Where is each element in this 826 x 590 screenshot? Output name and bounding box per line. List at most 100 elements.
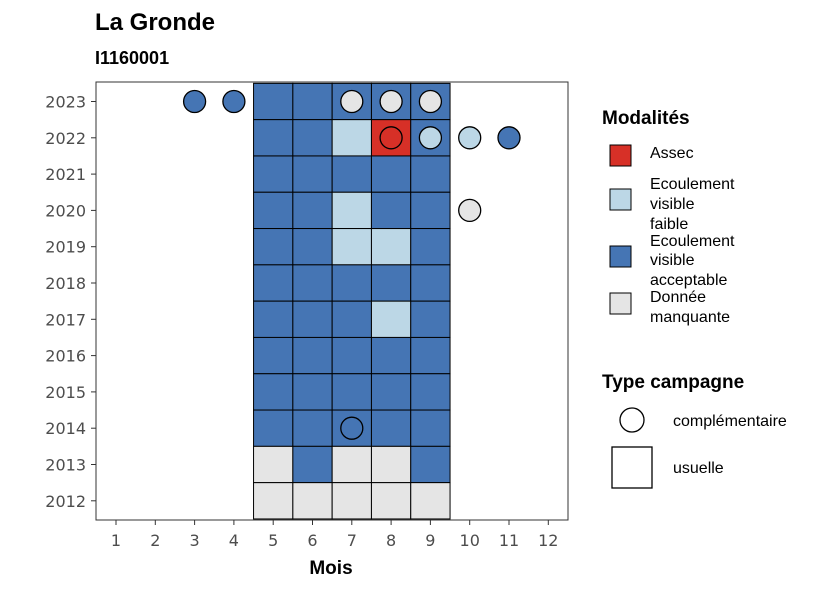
x-tick-label: 1	[111, 531, 121, 550]
tile-2013-5	[253, 445, 294, 484]
y-tick-label: 2018	[45, 274, 86, 293]
tile-2015-6	[292, 373, 333, 411]
x-tick-label: 7	[347, 531, 357, 550]
tile-2020-9	[410, 191, 451, 230]
legend-label-2-1: visible	[650, 252, 695, 269]
x-tick-label: 3	[190, 531, 200, 550]
tile-2014-8	[370, 409, 412, 447]
legend-label-0-0: Assec	[650, 145, 694, 162]
point-2020-10	[458, 198, 482, 223]
legend-label-2-2: acceptable	[650, 272, 727, 289]
tile-2017-6	[292, 300, 333, 338]
legend-label-3-0: Donnée	[650, 289, 706, 306]
tile-2016-6	[292, 336, 333, 375]
tile-2013-6	[292, 445, 333, 484]
chart-title: La Gronde	[95, 9, 215, 36]
point-2014-7	[340, 416, 364, 440]
y-tick-label: 2015	[45, 383, 86, 402]
tile-2019-8	[370, 228, 412, 266]
x-axis-title: Mois	[309, 558, 352, 579]
legend-campagne-label-0: complémentaire	[673, 413, 787, 430]
tile-2018-9	[410, 264, 451, 302]
tile-2015-8	[370, 373, 412, 411]
plot-area: 1 2 3 4 5 6 7 8 9 10 11 122012201320142015201620172…	[45, 81, 569, 550]
tile-2022-7	[331, 119, 372, 157]
tile-2023-5	[253, 82, 294, 121]
tile-2012-6	[292, 482, 333, 520]
x-tick-label: 2	[150, 531, 160, 550]
legend-label-2-0: Ecoulement	[650, 233, 735, 250]
tile-2013-7	[331, 445, 372, 484]
tile-2020-7	[331, 191, 372, 230]
point-2022-10	[458, 126, 482, 150]
legend-label-1-0: Ecoulement	[650, 176, 735, 193]
tile-2021-6	[292, 155, 333, 193]
point-2022-11	[497, 126, 521, 150]
tile-2013-8	[370, 445, 412, 484]
tile-2012-8	[370, 482, 412, 520]
x-tick-label: 5	[268, 531, 278, 550]
x-tick-label: 12	[538, 531, 558, 550]
point-2022-8	[379, 126, 403, 150]
tile-2019-6	[292, 228, 333, 266]
point-2023-8	[379, 89, 403, 114]
tile-2021-9	[410, 155, 451, 193]
tile-2022-5	[253, 119, 294, 157]
tile-2018-8	[370, 264, 412, 302]
legend-key-1	[609, 188, 632, 211]
tile-2013-9	[410, 445, 451, 484]
legend-title-campagne: Type campagne	[602, 372, 744, 393]
tile-2017-5	[253, 300, 294, 338]
tile-2014-9	[410, 409, 451, 447]
tile-2019-7	[331, 228, 372, 266]
tile-2012-9	[410, 482, 451, 520]
tile-2015-5	[253, 373, 294, 411]
x-tick-label: 10	[460, 531, 480, 550]
x-tick-label: 9	[425, 531, 435, 550]
point-2023-4	[222, 89, 246, 114]
y-tick-label: 2013	[45, 456, 86, 475]
y-tick-label: 2019	[45, 238, 86, 257]
tile-2015-9	[410, 373, 451, 411]
point-2023-7	[340, 89, 364, 114]
legend-label-3-1: manquante	[650, 309, 730, 326]
legend-key-0	[609, 144, 632, 167]
y-tick-label: 2021	[45, 165, 86, 184]
y-tick-label: 2014	[45, 419, 86, 438]
tile-2017-9	[410, 300, 451, 338]
y-tick-label: 2016	[45, 347, 86, 366]
tile-2018-6	[292, 264, 333, 302]
tile-2014-6	[292, 409, 333, 447]
legend-label-1-1: visible	[650, 196, 695, 213]
legend-square	[611, 446, 653, 489]
tile-2019-5	[253, 228, 294, 266]
x-tick-label: 8	[386, 531, 396, 550]
tile-2020-8	[370, 191, 412, 230]
point-2022-9	[418, 126, 443, 150]
x-tick-label: 6	[307, 531, 317, 550]
tile-2016-7	[331, 336, 372, 375]
legend-key-2	[609, 245, 632, 268]
legend-key-3	[609, 292, 632, 315]
legend-modalites: AssecEcoulementvisiblefaibleEcoulementvi…	[609, 144, 735, 326]
legend-label-1-2: faible	[650, 216, 688, 233]
tile-2020-6	[292, 191, 333, 230]
legend-title-modalites: Modalités	[602, 108, 690, 129]
legend: Modalités AssecEcoulementvisiblefaibleEc…	[602, 108, 787, 489]
point-2023-9	[418, 89, 443, 114]
tile-2022-6	[292, 119, 333, 157]
tile-2014-5	[253, 409, 294, 447]
tile-2018-5	[253, 264, 294, 302]
tile-2021-7	[331, 155, 372, 193]
tile-2023-6	[292, 82, 333, 121]
tile-2019-9	[410, 228, 451, 266]
legend-campagne-label-1: usuelle	[673, 460, 724, 477]
chart-subtitle: I1160001	[95, 48, 169, 68]
legend-circle	[619, 407, 645, 433]
tile-2016-9	[410, 336, 451, 375]
y-tick-label: 2022	[45, 129, 86, 148]
tile-2016-5	[253, 336, 294, 375]
tile-2017-7	[331, 300, 372, 338]
y-tick-label: 2020	[45, 201, 86, 220]
